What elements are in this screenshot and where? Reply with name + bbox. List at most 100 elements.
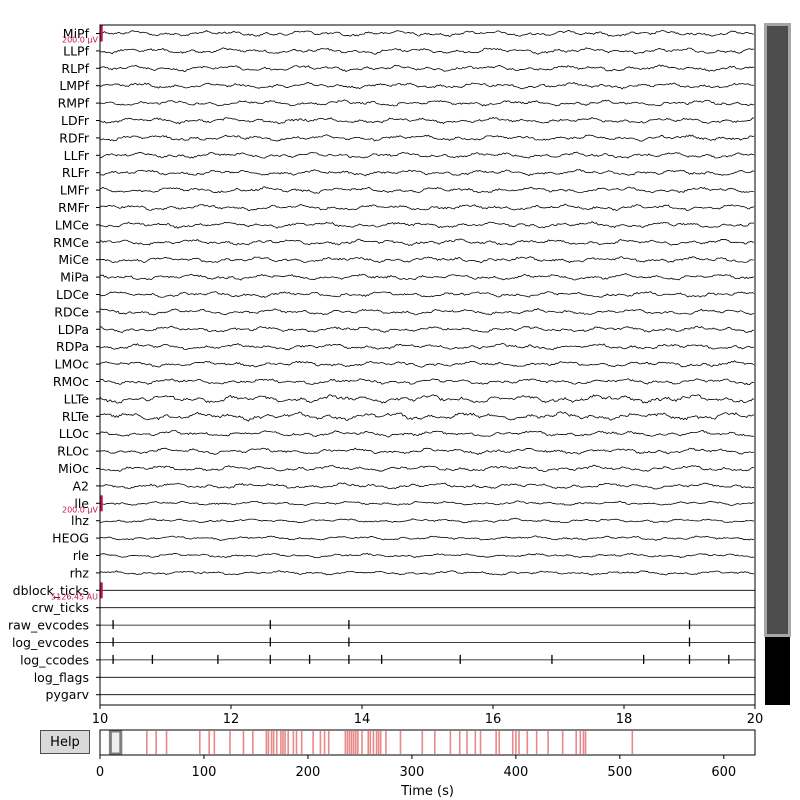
channel-label-log-flags[interactable]: log_flags xyxy=(34,670,89,685)
channel-label-crw-ticks[interactable]: crw_ticks xyxy=(32,600,89,615)
trace-heog xyxy=(99,535,755,541)
overview-tick-label: 400 xyxy=(503,765,528,780)
channel-label-rlte[interactable]: RLTe xyxy=(62,409,89,424)
trace-mipf xyxy=(99,29,755,37)
overview-plot-frame[interactable] xyxy=(99,729,756,756)
channel-label-mipa[interactable]: MiPa xyxy=(60,270,89,285)
trace-mipa xyxy=(99,273,755,281)
trace-lle xyxy=(99,500,755,506)
overview-time-axis: 0 100 200 300 400 500 600 xyxy=(96,755,736,780)
channel-label-dblock-ticks[interactable]: dblock_ticks xyxy=(13,583,89,598)
overview-tick-label: 500 xyxy=(607,765,632,780)
channel-label-llte[interactable]: LLTe xyxy=(64,391,90,406)
signal-traces xyxy=(99,29,755,696)
x-tick-label: 16 xyxy=(485,712,502,727)
overview-view-window[interactable] xyxy=(108,729,123,756)
channel-label-lmce[interactable]: LMCe xyxy=(55,217,89,232)
trace-lmfr xyxy=(99,186,755,194)
overview-tick-label: 0 xyxy=(96,765,104,780)
channel-label-lhz[interactable]: lhz xyxy=(71,513,89,528)
trace-rmfr xyxy=(99,203,755,211)
trace-rlpf xyxy=(99,64,755,73)
trace-rlte xyxy=(99,411,755,422)
channel-label-lmoc[interactable]: LMOc xyxy=(55,357,90,372)
trace-a2 xyxy=(99,482,755,490)
x-tick-label: 18 xyxy=(616,712,633,727)
signal-plot-frame[interactable] xyxy=(99,24,756,706)
channel-label-ldce[interactable]: LDCe xyxy=(56,287,89,302)
channel-label-rdpa[interactable]: RDPa xyxy=(56,339,89,354)
trace-rmpf xyxy=(99,99,755,107)
channel-label-mipf[interactable]: MiPf xyxy=(63,26,90,41)
channel-labels[interactable]: MiPf LLPf RLPf LMPf RMPf LDFr RDFr LLFr RLFr LMFr… xyxy=(8,26,100,702)
channel-scrollbar-remainder[interactable] xyxy=(765,637,790,705)
trace-lmce xyxy=(99,221,755,229)
trace-mioc xyxy=(99,464,755,472)
channel-label-log-ccodes[interactable]: log_ccodes xyxy=(20,652,89,667)
scale-bar-label: 200.0 µV xyxy=(62,36,99,45)
channel-scrollbar-thumb[interactable] xyxy=(764,23,791,637)
trace-ldpa xyxy=(99,325,755,333)
overview-tick-label: 100 xyxy=(192,765,217,780)
channel-label-rdce[interactable]: RDCe xyxy=(54,304,89,319)
trace-rmoc xyxy=(99,378,755,386)
x-tick-label: 20 xyxy=(747,712,764,727)
channel-label-raw-evcodes[interactable]: raw_evcodes xyxy=(8,618,89,633)
channel-scrollbar[interactable] xyxy=(764,23,791,706)
channel-label-rmce[interactable]: RMCe xyxy=(53,235,89,250)
trace-lmoc xyxy=(99,360,755,368)
trace-rdce xyxy=(99,307,755,316)
trace-ldfr xyxy=(99,117,755,125)
channel-label-log-evcodes[interactable]: log_evcodes xyxy=(12,635,89,650)
overview-tick-label: 300 xyxy=(399,765,424,780)
trace-rloc xyxy=(99,447,755,456)
channel-label-rmpf[interactable]: RMPf xyxy=(58,96,90,111)
trace-llpf xyxy=(99,47,755,55)
trace-rlfr xyxy=(99,168,755,177)
x-tick-label: 12 xyxy=(223,712,240,727)
channel-label-rle[interactable]: rle xyxy=(73,548,90,563)
time-axis: 10 12 14 16 18 20 xyxy=(92,705,764,727)
channel-label-rlpf[interactable]: RLPf xyxy=(61,61,89,76)
channel-label-llpf[interactable]: LLPf xyxy=(63,43,89,58)
channel-label-rloc[interactable]: RLOc xyxy=(57,444,89,459)
trace-ldce xyxy=(99,291,755,298)
channel-label-lmpf[interactable]: LMPf xyxy=(59,78,89,93)
channel-label-rhz[interactable]: rhz xyxy=(70,565,90,580)
channel-label-ldpa[interactable]: LDPa xyxy=(58,322,89,337)
trace-rdpa xyxy=(99,342,755,351)
channel-label-lle[interactable]: lle xyxy=(74,496,89,511)
overview-tick-label: 600 xyxy=(711,765,736,780)
channel-label-lloc[interactable]: LLOc xyxy=(59,426,89,441)
channel-label-lmfr[interactable]: LMFr xyxy=(60,183,90,198)
trace-lhz xyxy=(99,517,755,524)
channel-label-mioc[interactable]: MiOc xyxy=(58,461,89,476)
channel-label-llfr[interactable]: LLFr xyxy=(64,148,90,163)
trace-rmce xyxy=(99,238,755,247)
x-tick-label: 14 xyxy=(354,712,371,727)
trace-llfr xyxy=(99,151,755,159)
overview-tick-label: 200 xyxy=(296,765,321,780)
channel-label-rdfr[interactable]: RDFr xyxy=(59,130,90,145)
trace-rdfr xyxy=(99,134,755,142)
scale-bars: 200.0 µV 200.0 µV 5126.45 AU xyxy=(51,25,103,601)
channel-label-a2[interactable]: A2 xyxy=(72,478,89,493)
channel-label-heog[interactable]: HEOG xyxy=(52,531,89,546)
channel-label-rlfr[interactable]: RLFr xyxy=(62,165,90,180)
channel-label-ldfr[interactable]: LDFr xyxy=(61,113,90,128)
channel-label-rmoc[interactable]: RMOc xyxy=(53,374,89,389)
scale-bar-label: 200.0 µV xyxy=(62,505,99,514)
overview-axis-label: Time (s) xyxy=(400,784,454,799)
help-button[interactable]: Help xyxy=(40,730,90,754)
trace-rhz xyxy=(99,570,755,576)
overview-event-markers xyxy=(145,731,634,754)
scale-bar-label: 5126.45 AU xyxy=(51,592,98,601)
channel-label-mice[interactable]: MiCe xyxy=(58,252,89,267)
channel-label-pygarv[interactable]: pygarv xyxy=(46,687,90,702)
trace-lmpf xyxy=(99,82,755,90)
x-tick-label: 10 xyxy=(92,712,109,727)
trace-lloc xyxy=(99,429,755,438)
channel-label-rmfr[interactable]: RMFr xyxy=(58,200,90,215)
